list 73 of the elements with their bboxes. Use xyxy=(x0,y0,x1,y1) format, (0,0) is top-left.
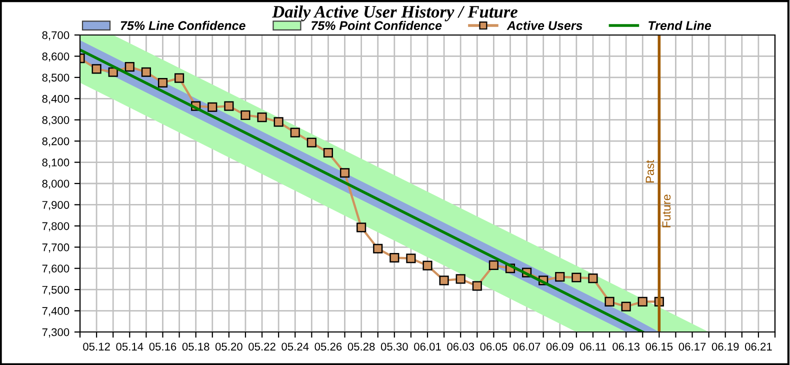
point xyxy=(439,276,449,286)
ref-line-label: Past xyxy=(646,160,654,183)
point xyxy=(290,128,300,138)
point xyxy=(340,168,350,178)
point xyxy=(422,260,432,270)
x-tick-label: 06.07 xyxy=(513,342,540,351)
x-tick-label: 06.19 xyxy=(712,342,739,351)
y-tick-label: 8,600 xyxy=(42,52,70,62)
point xyxy=(472,281,482,291)
point xyxy=(141,67,151,77)
x-tick-label: 05.20 xyxy=(215,342,242,351)
point xyxy=(588,274,598,284)
y-tick-label: 7,500 xyxy=(42,286,70,296)
chart-title: Daily Active User History / Future xyxy=(272,5,518,22)
x-tick-label: 05.26 xyxy=(314,342,342,351)
y-tick-label: 7,700 xyxy=(42,243,70,253)
x-tick-label: 05.30 xyxy=(380,342,408,351)
x-tick-label: 06.05 xyxy=(480,342,508,351)
point xyxy=(158,78,168,88)
x-tick-label: 05.16 xyxy=(149,342,176,351)
point xyxy=(356,222,366,232)
point xyxy=(621,302,631,312)
y-tick-label: 7,800 xyxy=(42,222,70,232)
point xyxy=(406,254,416,264)
x-tick-label: 05.24 xyxy=(282,342,309,351)
x-tick-label: 06.15 xyxy=(646,342,673,351)
x-tick-label: 06.21 xyxy=(744,342,772,351)
point xyxy=(323,148,334,158)
point xyxy=(257,112,267,122)
point xyxy=(572,272,582,282)
annotation: Future xyxy=(662,194,671,228)
x-tick-label: 05.22 xyxy=(248,342,276,351)
x-tick-label: 05.14 xyxy=(116,342,144,351)
point xyxy=(638,296,648,306)
point xyxy=(108,67,118,77)
y-tick-label: 8,200 xyxy=(42,137,70,147)
y-tick-label: 8,100 xyxy=(42,158,70,168)
x-tick-label: 06.17 xyxy=(678,342,706,351)
y-tick-label: 7,900 xyxy=(42,200,70,210)
point xyxy=(224,101,234,111)
x-tick-label: 06.01 xyxy=(414,342,441,351)
legend-label: Trend Line xyxy=(648,20,712,30)
y-tick-label: 8,400 xyxy=(42,94,70,104)
point xyxy=(373,244,383,254)
legend-label: 75% Line Confidence xyxy=(120,20,246,30)
point xyxy=(274,117,284,127)
point xyxy=(604,296,614,306)
point xyxy=(208,102,218,112)
point xyxy=(555,272,565,282)
x-tick-label: 06.11 xyxy=(580,342,606,351)
x-tick-label: 06.09 xyxy=(546,342,574,351)
y-tick-label: 8,700 xyxy=(42,31,70,40)
point xyxy=(488,260,498,270)
point xyxy=(456,274,466,284)
y-tick-label: 8,000 xyxy=(42,180,70,189)
y-tick-label: 8,300 xyxy=(42,116,70,126)
legend-label: 75% Point Confidence xyxy=(312,20,442,30)
x-tick-label: 05.12 xyxy=(83,342,110,351)
point xyxy=(124,62,134,72)
point xyxy=(240,110,250,120)
point xyxy=(390,252,400,263)
legend-label: Active Users xyxy=(506,20,582,30)
point xyxy=(306,138,316,148)
x-tick-label: 06.13 xyxy=(612,342,640,351)
y-tick-label: 7,400 xyxy=(42,307,70,316)
y-tick-label: 8,500 xyxy=(42,74,70,83)
point xyxy=(92,64,102,74)
y-tick-label: 7,600 xyxy=(42,264,70,274)
x-tick-label: 05.18 xyxy=(182,342,210,351)
y-tick-label: 7,300 xyxy=(42,328,70,338)
x-tick-label: 05.28 xyxy=(348,342,375,351)
x-tick-label: 06.03 xyxy=(447,342,474,351)
point xyxy=(174,73,184,83)
